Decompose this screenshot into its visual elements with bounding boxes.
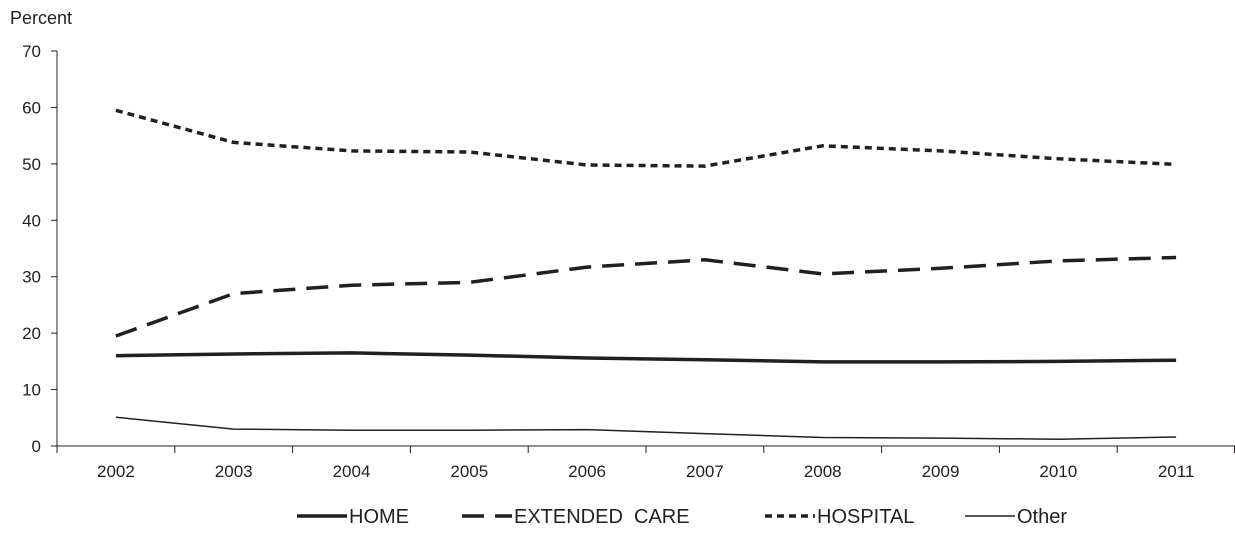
series-line-extended-care [115, 255, 1177, 338]
legend-label-hospital: HOSPITAL [817, 506, 914, 528]
y-tick-label: 10 [22, 381, 41, 400]
x-tick-label: 2009 [922, 462, 960, 481]
legend-label-extended-care: EXTENDED CARE [514, 506, 690, 528]
y-tick-label: 70 [22, 42, 41, 61]
x-axis: 2002 2003 2004 2005 2006 2007 2008 2009 2010 2011 [56, 445, 1235, 481]
x-tick-label: 2007 [686, 462, 724, 481]
series-line-other [115, 416, 1177, 440]
series-line-home [115, 351, 1177, 364]
x-tick-label: 2011 [1158, 462, 1195, 481]
legend: HOME EXTENDED CARE HOSPITAL Other [297, 506, 1067, 528]
x-tick-label: 2008 [804, 462, 842, 481]
x-tick-label: 2006 [568, 462, 606, 481]
y-tick-label: 0 [32, 437, 41, 456]
y-tick-label: 50 [22, 155, 41, 174]
y-tick-label: 60 [22, 98, 41, 117]
series-line-hospital [115, 108, 1177, 168]
x-tick-label: 2005 [450, 462, 488, 481]
legend-label-other: Other [1017, 506, 1067, 528]
legend-label-home: HOME [349, 506, 409, 528]
y-axis: 0 10 20 30 40 50 60 70 [22, 42, 58, 456]
x-tick-label: 2010 [1039, 462, 1077, 481]
y-tick-label: 20 [22, 324, 41, 343]
x-tick-label: 2002 [97, 462, 135, 481]
y-axis-title: Percent [10, 8, 72, 28]
series-lines [115, 108, 1177, 440]
y-tick-label: 30 [22, 268, 41, 287]
y-tick-label: 40 [22, 211, 41, 230]
x-tick-label: 2003 [215, 462, 253, 481]
x-tick-label: 2004 [333, 462, 371, 481]
